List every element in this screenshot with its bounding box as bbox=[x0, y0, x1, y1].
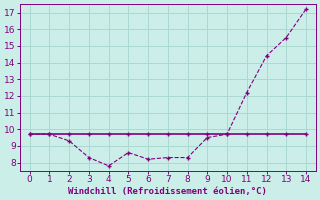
X-axis label: Windchill (Refroidissement éolien,°C): Windchill (Refroidissement éolien,°C) bbox=[68, 187, 267, 196]
